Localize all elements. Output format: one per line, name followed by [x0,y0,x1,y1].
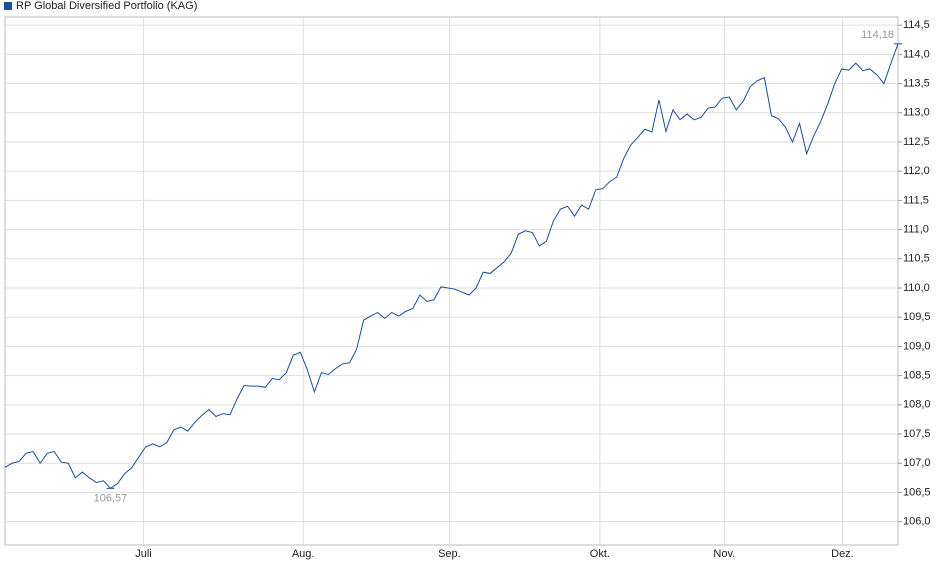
legend-label: RP Global Diversified Portfolio (KAG) [16,0,197,12]
y-tick-label: 110,0 [903,282,930,294]
y-tick-label: 111,0 [903,224,929,236]
y-tick-label: 112,5 [903,136,930,148]
annotation-label: 106,57 [94,492,128,504]
x-tick-label: Okt. [590,548,610,560]
x-tick-label: Aug. [292,548,315,560]
x-tick-label: Nov. [713,548,735,560]
x-tick-label: Dez. [831,548,854,560]
y-tick-label: 113,5 [903,77,930,89]
y-tick-label: 112,0 [903,165,930,177]
y-tick-label: 107,5 [903,428,931,440]
y-tick-label: 114,0 [903,48,930,60]
y-tick-label: 107,0 [903,457,931,469]
y-tick-label: 114,5 [903,19,930,31]
y-tick-label: 106,5 [903,486,931,498]
y-tick-label: 113,0 [903,107,930,119]
legend-swatch [4,2,12,10]
y-tick-label: 108,0 [903,399,931,411]
line-series [4,43,899,489]
y-tick-label: 108,5 [903,370,931,382]
annotation-label: 114,18 [861,29,894,41]
plot-frame [4,16,899,546]
x-tick-label: Sep. [438,548,461,560]
y-tick-label: 109,5 [903,311,931,323]
y-tick-label: 111,5 [903,194,929,206]
y-tick-label: 106,0 [903,516,931,528]
y-tick-label: 110,5 [903,253,930,265]
x-tick-label: Juli [135,548,152,560]
y-tick-label: 109,0 [903,340,931,352]
